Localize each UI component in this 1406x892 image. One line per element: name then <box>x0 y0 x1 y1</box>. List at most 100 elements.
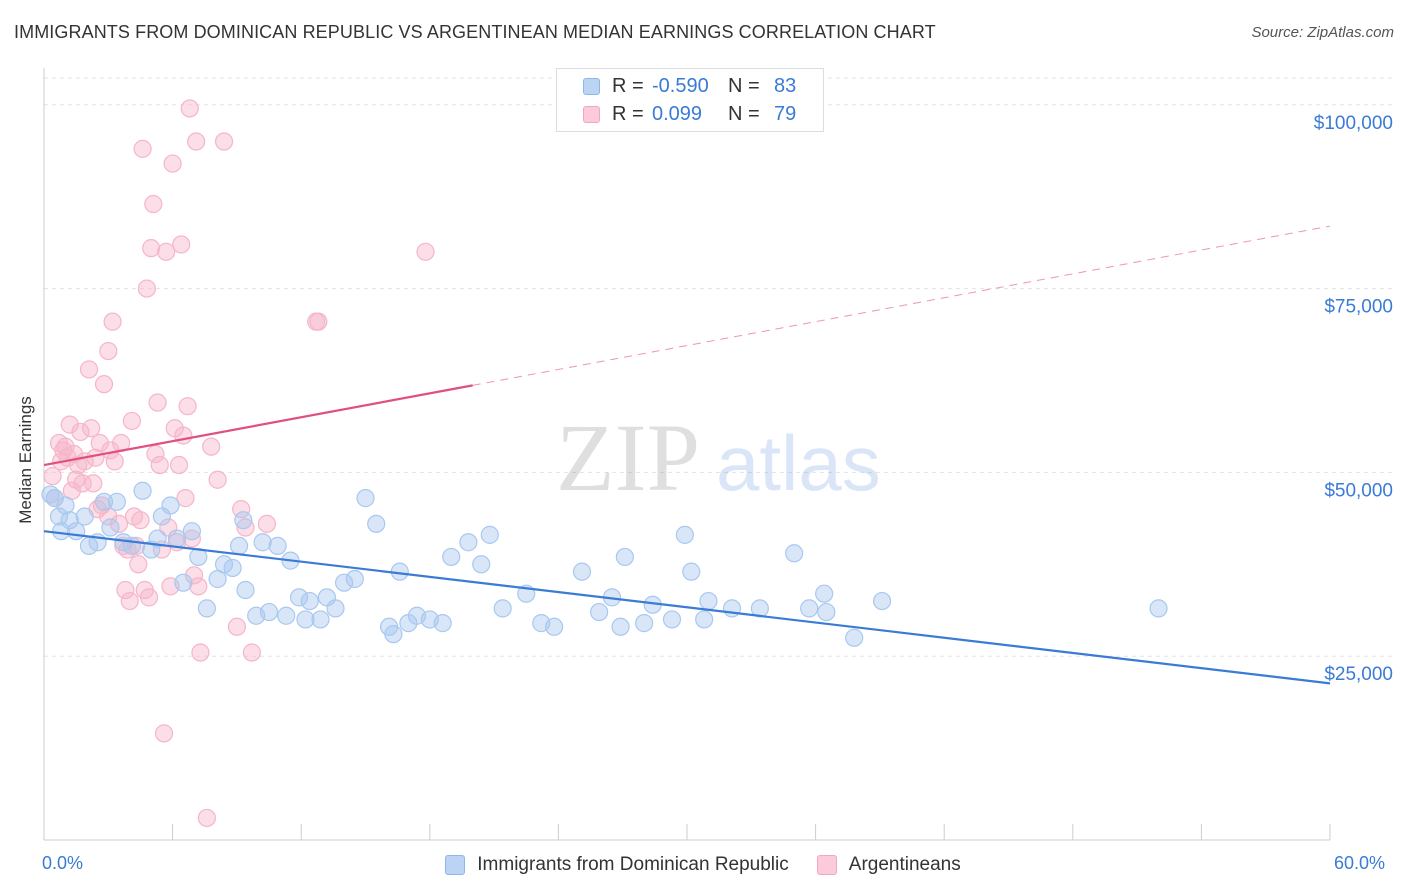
point-dominican <box>49 507 69 526</box>
point-dominican <box>1149 599 1168 618</box>
point-dominican <box>817 602 836 622</box>
legend-swatch-dominican <box>583 77 600 95</box>
point-dominican <box>107 492 126 511</box>
point-dominican <box>161 496 180 515</box>
point-argentinean <box>54 441 73 460</box>
point-argentinean <box>214 132 234 151</box>
point-dominican <box>356 489 375 508</box>
watermark-zip: ZIP <box>556 404 700 511</box>
point-argentinean <box>150 455 169 475</box>
point-dominican <box>75 507 94 526</box>
point-dominican <box>296 610 315 629</box>
point-argentinean <box>176 489 195 508</box>
legend-r-value: 0.099 <box>652 102 703 125</box>
point-dominican <box>800 599 819 618</box>
point-dominican <box>662 610 682 629</box>
point-dominican <box>253 533 272 552</box>
y-tick-label: $100,000 <box>1314 113 1393 134</box>
point-argentinean <box>99 507 118 526</box>
point-argentinean <box>236 518 255 537</box>
point-argentinean <box>67 470 86 489</box>
point-argentinean <box>416 242 435 261</box>
point-argentinean <box>169 455 189 475</box>
point-dominican <box>675 525 694 544</box>
point-argentinean <box>129 555 148 574</box>
legend-row-argentinean: R = 0.099 N = 79 <box>583 101 796 127</box>
point-dominican <box>133 481 152 500</box>
point-argentinean <box>82 419 101 438</box>
point-argentinean <box>187 132 206 151</box>
series-legend-item-argentinean[interactable]: Argentineans <box>816 854 961 876</box>
point-dominican <box>289 588 309 607</box>
legend-n-value: 79 <box>774 102 797 125</box>
point-dominican <box>45 489 64 508</box>
point-argentinean <box>178 397 197 416</box>
legend-n-label: N = <box>728 74 760 97</box>
trend-line-argentinean-projection <box>472 225 1331 386</box>
watermark: ZIP atlas <box>556 404 881 511</box>
point-argentinean <box>60 415 79 434</box>
x-tick-label-right: 60.0% <box>1334 853 1386 873</box>
point-argentinean <box>182 529 201 548</box>
point-argentinean <box>71 422 90 442</box>
series-legend-item-dominican[interactable]: Immigrants from Dominican Republic <box>445 854 789 876</box>
point-dominican <box>101 518 120 537</box>
point-dominican <box>611 617 630 636</box>
legend-n-value: 83 <box>774 74 797 97</box>
trend-lines <box>43 225 1331 685</box>
point-argentinean <box>99 341 118 361</box>
point-argentinean <box>208 470 227 489</box>
y-tick-label: $50,000 <box>1324 480 1393 501</box>
point-argentinean <box>202 437 221 456</box>
point-argentinean <box>191 643 210 662</box>
point-dominican <box>229 536 249 556</box>
point-dominican <box>433 614 452 633</box>
point-argentinean <box>309 312 328 331</box>
point-dominican <box>699 591 718 611</box>
legend-row-dominican: R = -0.590 N = 83 <box>583 73 796 99</box>
point-dominican <box>545 617 564 636</box>
point-dominican <box>311 610 330 629</box>
point-argentinean <box>157 242 176 261</box>
point-argentinean <box>142 239 161 258</box>
point-dominican <box>845 628 864 647</box>
series-swatch-argentinean <box>816 855 837 875</box>
point-argentinean <box>105 452 124 471</box>
series-name-argentinean: Argentineans <box>848 854 961 875</box>
watermark-atlas: atlas <box>716 419 881 507</box>
point-argentinean <box>189 577 208 596</box>
point-dominican <box>236 580 255 600</box>
chart-title: IMMIGRANTS FROM DOMINICAN REPUBLIC VS AR… <box>14 22 936 42</box>
point-dominican <box>223 558 242 578</box>
point-dominican <box>60 511 79 530</box>
point-argentinean <box>133 139 152 158</box>
legend-swatch-argentinean <box>583 105 600 123</box>
point-dominican <box>345 569 364 589</box>
legend-r-label: R = <box>612 102 644 125</box>
point-dominican <box>56 496 75 515</box>
series-legend: Immigrants from Dominican Republic Argen… <box>0 852 1406 878</box>
point-dominican <box>197 599 216 618</box>
axes <box>43 68 1331 841</box>
y-axis-label: Median Earnings <box>16 396 35 524</box>
source-note: Source: ZipAtlas.com <box>1251 24 1394 41</box>
point-dominican <box>635 614 654 633</box>
data-points <box>41 99 1168 828</box>
point-argentinean <box>79 360 99 379</box>
point-argentinean <box>103 312 122 331</box>
point-dominican <box>695 610 714 629</box>
trend-line-dominican <box>43 530 1331 685</box>
y-tick-label: $75,000 <box>1324 297 1393 318</box>
point-argentinean <box>139 588 159 607</box>
grid-lines <box>44 77 1394 657</box>
trend-line-argentinean <box>43 384 473 467</box>
point-dominican <box>277 606 296 625</box>
point-dominican <box>234 511 253 530</box>
point-argentinean <box>227 617 246 636</box>
point-argentinean <box>131 511 150 530</box>
point-dominican <box>268 536 287 556</box>
point-dominican <box>682 562 701 581</box>
point-argentinean <box>232 500 251 519</box>
point-dominican <box>815 584 834 603</box>
